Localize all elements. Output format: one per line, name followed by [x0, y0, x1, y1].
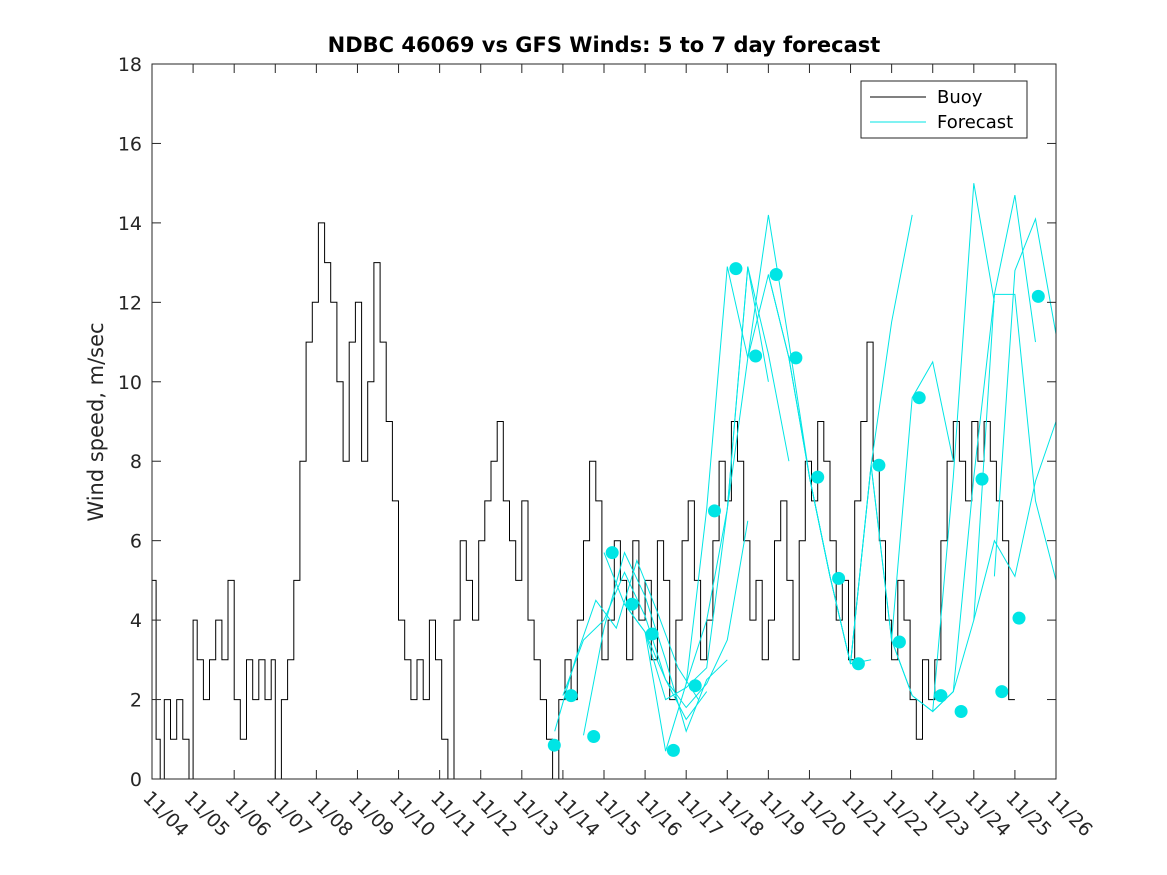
x-tick-label: 11/23 [919, 787, 973, 841]
forecast-marker [1012, 611, 1026, 625]
forecast-line-0 [554, 558, 699, 732]
forecast-marker [645, 627, 659, 641]
forecast-marker [625, 597, 639, 611]
x-tick-label: 11/17 [673, 787, 727, 841]
y-axis: 0 2 4 6 8 10 12 14 16 18 [118, 54, 1056, 791]
forecast-marker [912, 391, 926, 405]
y-tick-label: 16 [118, 133, 142, 155]
x-tick-label: 11/19 [755, 787, 809, 841]
y-tick-label: 2 [130, 690, 142, 712]
y-axis-label: Wind speed, m/sec [84, 322, 108, 521]
legend-box [860, 80, 1028, 139]
forecast-marker [666, 743, 680, 757]
forecast-markers-group [547, 262, 1045, 757]
forecast-marker [564, 689, 578, 703]
forecast-marker [587, 730, 601, 743]
y-tick-label: 6 [130, 531, 142, 553]
forecast-marker [749, 349, 763, 363]
forecast-marker [975, 472, 989, 486]
y-tick-label: 8 [130, 451, 142, 473]
y-tick-label: 12 [118, 292, 142, 314]
x-tick-label: 11/08 [303, 787, 357, 841]
x-tick-label: 11/06 [221, 787, 275, 841]
x-tick-label: 11/07 [262, 787, 316, 841]
forecast-marker [872, 458, 886, 472]
forecast-marker [605, 546, 619, 560]
x-tick-label: 11/16 [632, 787, 686, 841]
forecast-marker [995, 685, 1009, 699]
legend-forecast-label: Forecast [937, 112, 1013, 133]
forecast-marker [832, 571, 846, 585]
forecast-marker [789, 351, 803, 365]
y-tick-label: 18 [118, 54, 142, 76]
forecast-series-group [554, 183, 1057, 752]
x-tick-label: 11/24 [960, 787, 1014, 841]
chart-title: NDBC 46069 vs GFS Winds: 5 to 7 day fore… [328, 33, 881, 57]
y-tick-label: 14 [118, 213, 142, 235]
x-tick-label: 11/22 [878, 787, 932, 841]
x-tick-label: 11/25 [1001, 787, 1055, 841]
legend: Buoy Forecast [860, 80, 1028, 139]
forecast-line-5 [644, 266, 790, 752]
forecast-marker [1031, 289, 1045, 303]
x-tick-label: 11/20 [796, 787, 850, 841]
forecast-marker [769, 268, 783, 281]
forecast-line-11 [891, 194, 1036, 713]
plot-area [151, 63, 1057, 780]
y-tick-label: 10 [118, 372, 142, 394]
x-tick-label: 11/09 [344, 787, 398, 841]
x-tick-label: 11/11 [426, 787, 480, 841]
x-tick-label: 11/21 [837, 787, 891, 841]
forecast-marker [954, 705, 968, 718]
forecast-marker [811, 470, 825, 484]
forecast-line-1 [562, 571, 708, 721]
y-tick-label: 4 [130, 610, 142, 632]
x-tick-label: 11/12 [467, 787, 521, 841]
x-tick-label: 11/14 [549, 787, 603, 841]
forecast-marker [729, 262, 743, 276]
forecast-line-14 [993, 217, 1057, 577]
x-tick-label: 11/15 [590, 787, 644, 841]
forecast-marker [547, 738, 561, 752]
forecast-line-13 [973, 421, 1057, 621]
legend-buoy-label: Buoy [937, 87, 983, 108]
x-tick-label: 11/13 [508, 787, 562, 841]
forecast-line-12 [932, 293, 1057, 712]
forecast-marker [851, 657, 865, 671]
forecast-marker [708, 504, 721, 518]
x-tick-label: 11/26 [1042, 787, 1096, 841]
y-tick-label: 0 [130, 769, 142, 791]
x-tick-label: 11/10 [385, 787, 439, 841]
forecast-marker [892, 635, 906, 649]
forecast-marker [934, 689, 948, 703]
x-tick-label: 11/18 [714, 787, 768, 841]
x-tick-label: 11/04 [138, 787, 192, 841]
forecast-marker [688, 679, 702, 693]
buoy-line [152, 222, 1015, 780]
x-tick-label: 11/05 [180, 787, 234, 841]
buoy-series-group [152, 222, 1015, 780]
